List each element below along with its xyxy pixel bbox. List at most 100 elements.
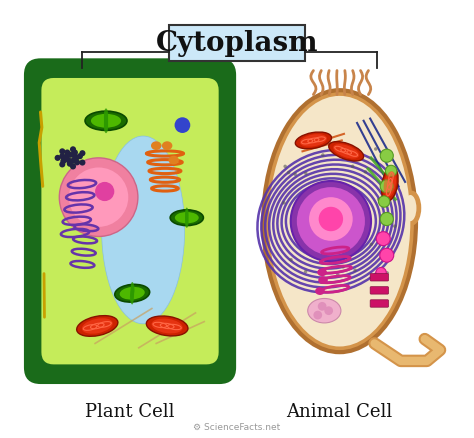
Ellipse shape — [74, 159, 80, 166]
Ellipse shape — [130, 290, 134, 302]
Ellipse shape — [77, 316, 118, 336]
Ellipse shape — [119, 287, 145, 300]
Ellipse shape — [71, 152, 77, 159]
Ellipse shape — [152, 318, 183, 333]
Ellipse shape — [357, 157, 361, 160]
Ellipse shape — [380, 180, 393, 193]
Ellipse shape — [185, 212, 189, 223]
Ellipse shape — [376, 232, 390, 246]
Ellipse shape — [162, 141, 173, 150]
Ellipse shape — [59, 161, 65, 167]
Ellipse shape — [317, 268, 327, 276]
Ellipse shape — [170, 210, 203, 226]
Ellipse shape — [351, 165, 355, 168]
Ellipse shape — [318, 302, 327, 311]
Ellipse shape — [59, 153, 65, 159]
Ellipse shape — [376, 268, 386, 278]
Ellipse shape — [333, 144, 359, 159]
Ellipse shape — [151, 141, 162, 150]
Ellipse shape — [55, 155, 61, 161]
Ellipse shape — [70, 163, 76, 170]
Ellipse shape — [79, 159, 85, 166]
Ellipse shape — [380, 248, 394, 262]
Ellipse shape — [378, 196, 390, 207]
Ellipse shape — [146, 316, 188, 336]
Ellipse shape — [309, 197, 353, 241]
Ellipse shape — [380, 149, 393, 162]
Ellipse shape — [131, 285, 134, 296]
Ellipse shape — [67, 152, 73, 158]
Ellipse shape — [300, 134, 327, 147]
Ellipse shape — [168, 155, 179, 164]
Ellipse shape — [115, 284, 150, 302]
Ellipse shape — [64, 149, 70, 155]
Ellipse shape — [321, 316, 324, 320]
FancyBboxPatch shape — [41, 78, 219, 364]
Ellipse shape — [377, 198, 381, 201]
Ellipse shape — [175, 212, 199, 223]
Ellipse shape — [289, 258, 293, 261]
Ellipse shape — [77, 153, 83, 159]
Ellipse shape — [384, 195, 388, 198]
Ellipse shape — [64, 155, 70, 162]
Ellipse shape — [308, 298, 341, 323]
Ellipse shape — [393, 224, 396, 228]
Ellipse shape — [104, 111, 108, 124]
Ellipse shape — [364, 170, 367, 173]
Ellipse shape — [321, 153, 325, 157]
Ellipse shape — [287, 171, 291, 174]
Ellipse shape — [304, 172, 308, 175]
Text: Animal Cell: Animal Cell — [286, 403, 393, 421]
Ellipse shape — [353, 268, 357, 272]
Ellipse shape — [130, 288, 134, 299]
Ellipse shape — [72, 149, 78, 155]
Ellipse shape — [370, 243, 373, 246]
Ellipse shape — [295, 132, 331, 149]
Ellipse shape — [67, 161, 73, 167]
Ellipse shape — [130, 293, 134, 304]
Ellipse shape — [82, 318, 113, 334]
Ellipse shape — [282, 201, 286, 205]
Ellipse shape — [319, 207, 343, 231]
Ellipse shape — [318, 276, 328, 284]
Text: Plant Cell: Plant Cell — [85, 403, 175, 421]
Ellipse shape — [315, 287, 325, 295]
Ellipse shape — [269, 96, 410, 346]
Ellipse shape — [386, 184, 389, 187]
FancyBboxPatch shape — [169, 25, 305, 61]
Ellipse shape — [59, 158, 138, 237]
Ellipse shape — [104, 108, 108, 121]
Ellipse shape — [404, 195, 417, 221]
Ellipse shape — [291, 181, 371, 261]
Ellipse shape — [60, 158, 66, 164]
FancyBboxPatch shape — [370, 274, 389, 281]
Ellipse shape — [380, 212, 393, 226]
Ellipse shape — [174, 117, 190, 133]
Ellipse shape — [383, 171, 396, 197]
Ellipse shape — [79, 150, 85, 156]
Ellipse shape — [104, 114, 108, 127]
Ellipse shape — [59, 148, 65, 155]
Ellipse shape — [293, 173, 297, 176]
Ellipse shape — [70, 158, 76, 164]
Ellipse shape — [385, 271, 389, 275]
Ellipse shape — [131, 282, 135, 293]
Ellipse shape — [313, 311, 322, 319]
Text: Cytoplasm: Cytoplasm — [156, 29, 318, 57]
Ellipse shape — [283, 165, 287, 168]
Ellipse shape — [185, 208, 189, 218]
Ellipse shape — [69, 167, 128, 227]
Ellipse shape — [382, 167, 398, 201]
Ellipse shape — [104, 117, 108, 130]
Ellipse shape — [85, 111, 127, 131]
FancyBboxPatch shape — [24, 58, 236, 384]
Ellipse shape — [309, 145, 312, 148]
Ellipse shape — [185, 218, 189, 228]
Ellipse shape — [185, 210, 189, 220]
Ellipse shape — [101, 136, 184, 324]
Ellipse shape — [263, 90, 416, 352]
Ellipse shape — [341, 265, 345, 268]
Ellipse shape — [73, 155, 79, 162]
Ellipse shape — [328, 141, 364, 161]
Ellipse shape — [185, 215, 189, 225]
